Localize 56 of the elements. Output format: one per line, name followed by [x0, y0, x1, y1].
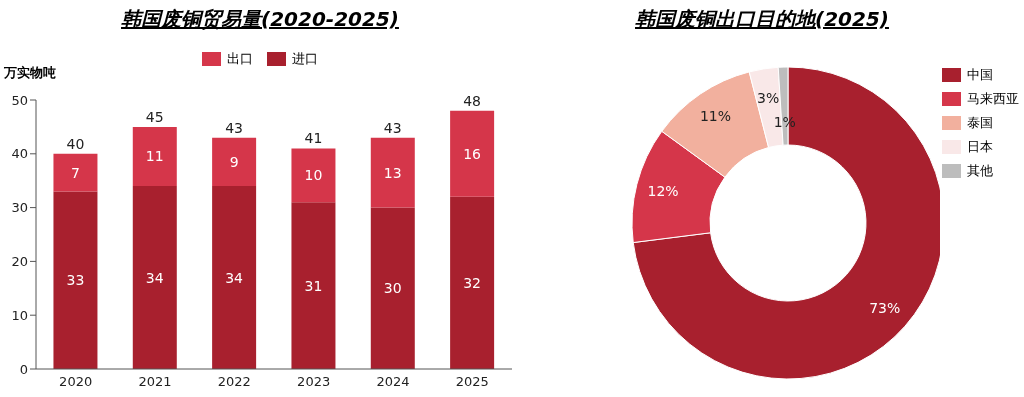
y-axis-title: 万实物吨: [4, 64, 56, 82]
data-label: 34: [145, 269, 164, 286]
data-label: 13: [383, 164, 402, 181]
chart-title: 韩国废铜贸易量(2020-2025): [121, 7, 399, 31]
data-label: 16: [463, 145, 482, 162]
data-label: 32: [463, 274, 482, 291]
legend-label: 其他: [967, 162, 993, 180]
bar: [370, 137, 415, 208]
y-tick-label: 50: [11, 92, 28, 108]
data-label: 11%: [699, 108, 732, 125]
total-label: 45: [145, 108, 164, 125]
x-tick-label: 2022: [217, 374, 251, 390]
chart-title: 韩国废铜出口目的地(2025): [635, 7, 889, 31]
x-tick-label: 2020: [59, 374, 93, 390]
bar: [450, 110, 495, 197]
total-label: 43: [383, 119, 402, 136]
legend-label: 出口: [227, 50, 253, 68]
legend-label: 进口: [292, 50, 318, 68]
data-label: 9: [229, 153, 239, 170]
bar: [53, 191, 98, 369]
x-tick-label: 2023: [297, 374, 331, 390]
legend-label: 中国: [967, 66, 993, 84]
x-tick-label: 2021: [138, 374, 172, 390]
bar: [291, 202, 336, 369]
data-label: 3%: [757, 89, 780, 106]
bar: [132, 126, 177, 187]
bar: [450, 196, 495, 369]
data-label: 34: [225, 269, 244, 286]
y-tick-label: 20: [11, 254, 28, 270]
data-label: 30: [383, 280, 402, 297]
y-tick-label: 40: [11, 146, 28, 162]
data-label: 7: [70, 164, 80, 181]
y-tick-label: 10: [11, 307, 28, 323]
bar: [370, 207, 415, 369]
total-label: 40: [66, 135, 85, 152]
legend-label: 马来西亚: [967, 90, 1019, 108]
bar: [132, 186, 177, 369]
data-label: 10: [304, 167, 323, 184]
bar: [212, 186, 257, 369]
y-tick-label: 0: [19, 361, 28, 377]
x-tick-label: 2024: [376, 374, 410, 390]
data-label: 12%: [647, 182, 679, 199]
data-label: 31: [304, 277, 323, 294]
y-tick-label: 30: [11, 200, 28, 216]
data-label: 11: [145, 148, 164, 165]
bar: [212, 137, 257, 187]
legend-label: 日本: [967, 138, 993, 156]
bar: [291, 148, 336, 203]
x-tick-label: 2025: [455, 374, 489, 390]
bar: [53, 153, 98, 192]
legend-label: 泰国: [967, 114, 993, 132]
total-label: 48: [463, 92, 482, 109]
total-label: 41: [304, 130, 323, 147]
data-label: 73%: [869, 300, 901, 317]
total-label: 43: [225, 119, 244, 136]
data-label: 33: [66, 272, 85, 289]
